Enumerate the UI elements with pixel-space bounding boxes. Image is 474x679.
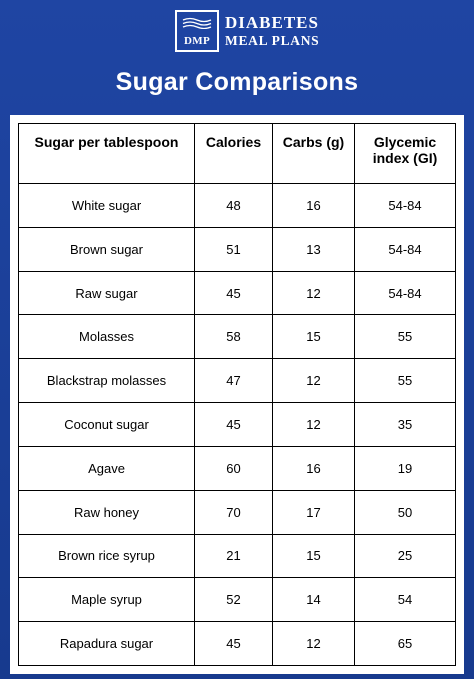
cell-glycemic-index: 50 [354, 489, 456, 535]
table-row: Agave 60 16 19 [18, 445, 456, 491]
cell-carbs: 15 [272, 533, 355, 579]
cell-carbs: 12 [272, 358, 355, 404]
cell-glycemic-index: 25 [354, 533, 456, 579]
page-title: Sugar Comparisons [115, 68, 359, 96]
cell-calories: 45 [194, 402, 273, 447]
table-row: Raw sugar 45 12 54-84 [18, 270, 456, 316]
cell-glycemic-index: 55 [354, 314, 456, 360]
cell-carbs: 17 [272, 489, 355, 535]
cell-sugar: Coconut sugar [18, 402, 195, 447]
cell-calories: 48 [194, 183, 273, 228]
header-calories: Calories [194, 123, 273, 184]
cell-calories: 45 [194, 621, 273, 666]
cell-sugar: Molasses [18, 314, 195, 360]
cell-sugar: Raw honey [18, 489, 195, 535]
cell-glycemic-index: 54-84 [354, 226, 456, 272]
cell-sugar: Rapadura sugar [18, 621, 195, 666]
cell-glycemic-index: 54 [354, 577, 456, 623]
table-row: Rapadura sugar 45 12 65 [18, 621, 456, 666]
cell-glycemic-index: 65 [354, 621, 456, 666]
cell-sugar: Brown sugar [18, 226, 195, 272]
table-row: White sugar 48 16 54-84 [18, 183, 456, 228]
cell-sugar: Blackstrap molasses [18, 358, 195, 404]
table-panel: Sugar per tablespoon Calories Carbs (g) … [10, 115, 464, 674]
cell-calories: 70 [194, 489, 273, 535]
table-row: Brown sugar 51 13 54-84 [18, 226, 456, 272]
header-carbs: Carbs (g) [272, 123, 355, 184]
table-header-row: Sugar per tablespoon Calories Carbs (g) … [18, 123, 456, 184]
cell-glycemic-index: 35 [354, 402, 456, 447]
cell-sugar: Agave [18, 445, 195, 491]
table-row: Raw honey 70 17 50 [18, 489, 456, 535]
table-body: White sugar 48 16 54-84 Brown sugar 51 13 54-84… [18, 183, 456, 666]
sugar-comparison-table: Sugar per tablespoon Calories Carbs (g) … [18, 123, 456, 666]
cell-glycemic-index: 55 [354, 358, 456, 404]
cell-calories: 52 [194, 577, 273, 623]
table-row: Brown rice syrup 21 15 25 [18, 533, 456, 579]
table-row: Blackstrap molasses 47 12 55 [18, 358, 456, 404]
cell-calories: 21 [194, 533, 273, 579]
cell-calories: 45 [194, 270, 273, 316]
cell-carbs: 15 [272, 314, 355, 360]
cell-carbs: 16 [272, 183, 355, 228]
wave-icon [182, 17, 212, 29]
table-row: Coconut sugar 45 12 35 [18, 402, 456, 447]
cell-calories: 60 [194, 445, 273, 491]
cell-carbs: 12 [272, 621, 355, 666]
cell-calories: 58 [194, 314, 273, 360]
brand-name: DIABETES MEAL PLANS [225, 14, 319, 48]
cell-glycemic-index: 19 [354, 445, 456, 491]
cell-carbs: 13 [272, 226, 355, 272]
header-sugar: Sugar per tablespoon [18, 123, 195, 184]
brand-line-1: DIABETES [225, 13, 319, 33]
cell-sugar: Maple syrup [18, 577, 195, 623]
logo-text: DMP [184, 35, 210, 47]
cell-sugar: Raw sugar [18, 270, 195, 316]
cell-carbs: 16 [272, 445, 355, 491]
header-glycemic-index: Glycemic index (GI) [354, 123, 456, 184]
logo-box: DMP [175, 10, 219, 52]
cell-carbs: 14 [272, 577, 355, 623]
cell-sugar: White sugar [18, 183, 195, 228]
table-row: Molasses 58 15 55 [18, 314, 456, 360]
cell-carbs: 12 [272, 402, 355, 447]
cell-sugar: Brown rice syrup [18, 533, 195, 579]
cell-glycemic-index: 54-84 [354, 183, 456, 228]
table-row: Maple syrup 52 14 54 [18, 577, 456, 623]
cell-glycemic-index: 54-84 [354, 270, 456, 316]
brand-line-2: MEAL PLANS [225, 33, 320, 49]
brand-logo: DMP DIABETES MEAL PLANS [175, 8, 319, 54]
cell-carbs: 12 [272, 270, 355, 316]
cell-calories: 47 [194, 358, 273, 404]
cell-calories: 51 [194, 226, 273, 272]
